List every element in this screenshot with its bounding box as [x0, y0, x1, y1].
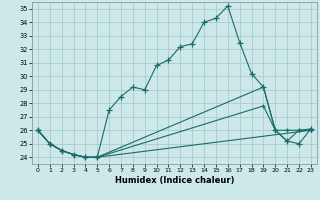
X-axis label: Humidex (Indice chaleur): Humidex (Indice chaleur) — [115, 176, 234, 185]
